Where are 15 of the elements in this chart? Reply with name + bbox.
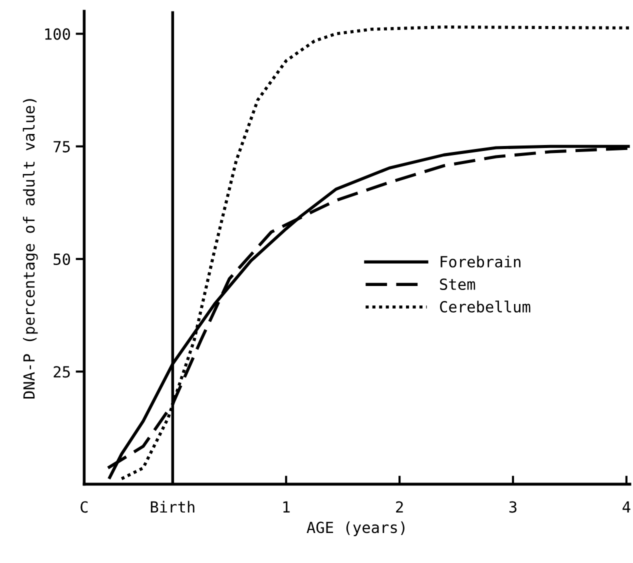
y-axis-title: DNA-P (percentage of adult value) — [22, 99, 38, 398]
y-tick-label: 75 — [54, 141, 70, 152]
x-tick-label: 2 — [396, 501, 403, 513]
y-tick-label: 100 — [45, 28, 70, 40]
legend-label: Forebrain — [440, 256, 520, 268]
x-tick-label: 1 — [283, 501, 290, 513]
x-tick-label: C — [80, 501, 88, 513]
x-axis-title: AGE (years) — [306, 521, 404, 536]
y-tick-label: 50 — [54, 253, 70, 266]
x-tick-label: 3 — [509, 501, 516, 513]
legend-label: Cerebellum — [440, 300, 530, 313]
legend-label: Stem — [440, 278, 476, 290]
x-tick-label: 4 — [622, 501, 630, 513]
x-tick-label: Birth — [150, 500, 194, 513]
y-tick-label: 25 — [54, 366, 70, 378]
